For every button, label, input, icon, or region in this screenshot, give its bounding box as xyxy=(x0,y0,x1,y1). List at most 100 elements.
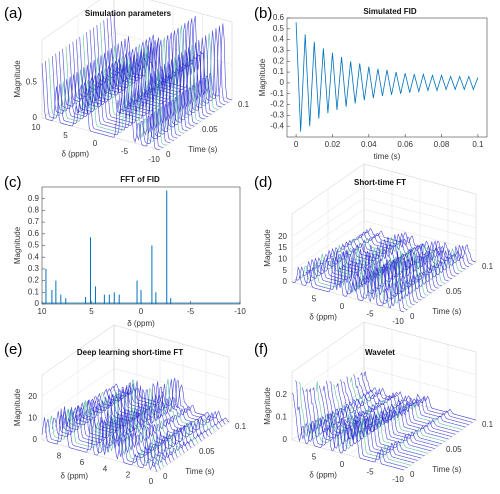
z-axis-label: Magnitude xyxy=(263,229,272,267)
y-axis-label: Time (s) xyxy=(432,307,461,316)
y-tick-label: 0 xyxy=(35,299,40,308)
grid-line xyxy=(291,209,477,260)
y-tick-label: -0.4 xyxy=(270,121,284,130)
line xyxy=(295,22,479,132)
waterfall-trace xyxy=(339,379,453,437)
waterfall-trace xyxy=(312,386,425,457)
y-tick-label: 0.1 xyxy=(273,67,285,76)
z-tick-label: 10 xyxy=(28,413,37,422)
x-tick-label: -5 xyxy=(366,468,374,477)
y-tick-label: -0.3 xyxy=(270,110,284,119)
grid-line xyxy=(291,186,477,237)
z-tick-label: 0 xyxy=(33,113,38,122)
z-tick-label: 20 xyxy=(28,392,37,401)
y-axis-label: Time (s) xyxy=(188,145,217,154)
x-tick-label: 0 xyxy=(93,139,98,148)
z-tick-label: 15 xyxy=(278,243,287,252)
y-tick-label: 0.6 xyxy=(273,13,285,22)
grid-line xyxy=(291,344,477,395)
y-tick-label: 0.8 xyxy=(28,206,40,215)
y-tick-label: 0.05 xyxy=(202,125,218,134)
x-axis-label: δ (ppm) xyxy=(60,471,88,480)
y-tick-label: 0.5 xyxy=(28,241,40,250)
waterfall-trace xyxy=(51,56,171,144)
panel-label: (f) xyxy=(254,341,268,358)
x-tick-label: -10 xyxy=(234,307,246,316)
waterfall-trace xyxy=(315,381,429,454)
waterfall-trace xyxy=(41,396,158,472)
y-axis-label: Time (s) xyxy=(185,467,214,476)
y-tick-label: 0 xyxy=(163,472,168,481)
y-tick-label: 0.4 xyxy=(273,35,285,44)
x-tick-label: 0 xyxy=(340,460,345,469)
x-axis-label: δ (ppm) xyxy=(309,313,337,322)
z-tick-label: 0 xyxy=(283,277,288,286)
x-tick-label: 5 xyxy=(312,295,317,304)
z-tick-label: 20 xyxy=(278,232,287,241)
x-tick-label: 8 xyxy=(57,452,62,461)
waterfall-trace xyxy=(55,53,174,141)
panel-title: Short-time FT xyxy=(354,178,406,187)
x-tick-label: -10 xyxy=(392,317,404,326)
y-tick-label: 0.05 xyxy=(446,445,462,454)
waterfall-trace xyxy=(291,392,405,471)
x-tick-label: -5 xyxy=(366,310,374,319)
waterfall-trace xyxy=(295,251,408,310)
panel-label: (b) xyxy=(254,5,272,22)
x-tick-label: -5 xyxy=(121,147,129,156)
panel-title: Deep learning short-time FT xyxy=(77,348,183,357)
x-axis-label: time (s) xyxy=(374,152,401,161)
panel-label: (d) xyxy=(254,174,272,191)
waterfall-trace xyxy=(339,240,453,279)
y-tick-label: 0.05 xyxy=(199,447,215,456)
y-tick-label: 0 xyxy=(166,150,171,159)
x-tick-label: 2 xyxy=(126,471,131,480)
x-tick-label: 0 xyxy=(340,302,345,311)
x-tick-label: 4 xyxy=(103,464,108,473)
x-tick-label: -10 xyxy=(148,155,160,164)
x-axis-label: δ (ppm) xyxy=(62,149,90,158)
y-tick-label: 0 xyxy=(410,470,415,479)
x-tick-label: 0.08 xyxy=(434,140,450,149)
z-axis-label: Magnitude xyxy=(13,60,22,98)
x-tick-label: 0.04 xyxy=(361,140,377,149)
z-tick-label: 5 xyxy=(283,266,288,275)
grid-line xyxy=(41,368,230,419)
z-axis-label: Magnitude xyxy=(263,387,272,425)
panel-title: Simulated FID xyxy=(363,7,417,16)
waterfall-trace xyxy=(103,379,219,430)
panel-label: (e) xyxy=(4,341,22,358)
y-tick-label: 0.3 xyxy=(28,264,40,273)
x-tick-label: 0.02 xyxy=(325,140,341,149)
y-tick-label: 0.1 xyxy=(28,287,40,296)
y-tick-label: 0.2 xyxy=(28,276,40,285)
x-tick-label: 5 xyxy=(63,131,68,140)
panel-label: (c) xyxy=(4,174,22,191)
waterfall-trace xyxy=(48,58,167,146)
z-tick-label: 0.1 xyxy=(276,412,288,421)
y-tick-label: 0.1 xyxy=(482,262,494,271)
z-tick-label: 0 xyxy=(33,435,38,444)
y-axis-label: Magnitude xyxy=(258,58,267,96)
plot-area xyxy=(286,17,488,138)
x-axis-label: δ (ppm) xyxy=(309,471,337,480)
waterfall-trace xyxy=(363,371,477,421)
y-tick-label: 0.1 xyxy=(235,422,247,431)
x-tick-label: 6 xyxy=(80,458,85,467)
x-tick-label: 0 xyxy=(294,140,299,149)
waterfall-trace xyxy=(291,257,405,313)
y-tick-label: 0 xyxy=(410,312,415,321)
panel-label: (a) xyxy=(4,5,22,22)
y-tick-label: 0.05 xyxy=(446,287,462,296)
x-tick-label: 10 xyxy=(38,307,47,316)
x-tick-label: 5 xyxy=(89,307,94,316)
y-tick-label: 0.1 xyxy=(482,420,494,429)
x-tick-label: 0 xyxy=(149,477,154,486)
grid-line xyxy=(41,346,230,397)
panel-title: Simulation parameters xyxy=(85,9,172,18)
y-tick-label: -0.2 xyxy=(270,100,284,109)
waterfall-trace xyxy=(346,236,459,275)
waterfall-trace xyxy=(301,387,415,464)
y-tick-label: 0.5 xyxy=(273,24,285,33)
